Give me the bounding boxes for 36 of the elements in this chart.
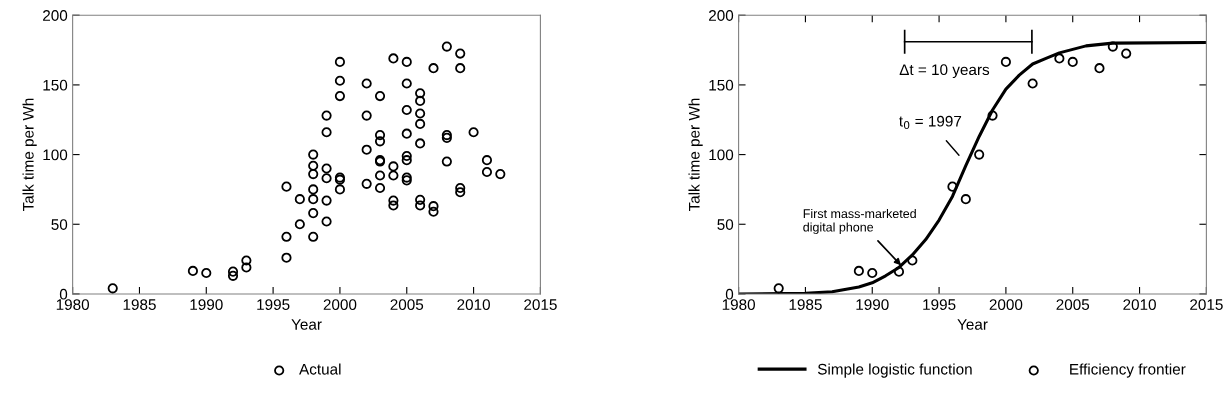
y-axis-title: Talk time per Wh xyxy=(688,98,703,212)
x-axis-title: Year xyxy=(957,319,988,330)
x-tick-label: 2000 xyxy=(323,299,357,311)
x-tick-label: 2005 xyxy=(1056,299,1090,311)
x-axis-title: Year xyxy=(291,319,322,330)
annotation: Δt = 10 years xyxy=(899,64,990,79)
legend-label: Actual xyxy=(299,363,341,375)
y-tick-label: 50 xyxy=(717,219,734,230)
x-tick-label: 1990 xyxy=(190,299,223,311)
x-tick-label: 1985 xyxy=(123,299,156,311)
y-tick-label: 50 xyxy=(51,219,68,230)
annotation: t$_{0}$ = 1997 xyxy=(899,115,962,130)
x-tick-label: 1980 xyxy=(56,299,90,311)
y-tick-label: 0 xyxy=(725,288,734,300)
x-tick-label: 1995 xyxy=(257,299,290,311)
x-tick-label: 1995 xyxy=(923,299,956,311)
y-axis-title: Talk time per Wh xyxy=(22,98,37,212)
y-tick-label: 100 xyxy=(43,149,68,161)
annotation: First mass-marketed digital phone xyxy=(803,208,916,235)
legend-label: Simple logistic function xyxy=(817,363,972,378)
x-tick-label: 1980 xyxy=(722,299,755,311)
legend-label: Efficiency frontier xyxy=(1070,363,1186,378)
x-tick-label: 2010 xyxy=(1123,299,1156,311)
y-tick-label: 0 xyxy=(59,288,68,300)
y-tick-label: 150 xyxy=(709,79,734,91)
y-tick-label: 100 xyxy=(709,149,734,161)
x-tick-label: 2010 xyxy=(457,299,490,311)
y-tick-label: 200 xyxy=(709,10,734,21)
x-tick-label: 1990 xyxy=(856,299,889,311)
x-tick-label: 2000 xyxy=(989,299,1023,311)
y-tick-label: 150 xyxy=(43,79,68,91)
x-tick-label: 2015 xyxy=(524,299,557,311)
x-tick-label: 2005 xyxy=(390,299,424,311)
x-tick-label: 2015 xyxy=(1190,299,1223,311)
y-tick-label: 200 xyxy=(43,10,68,21)
x-tick-label: 1985 xyxy=(789,299,822,311)
